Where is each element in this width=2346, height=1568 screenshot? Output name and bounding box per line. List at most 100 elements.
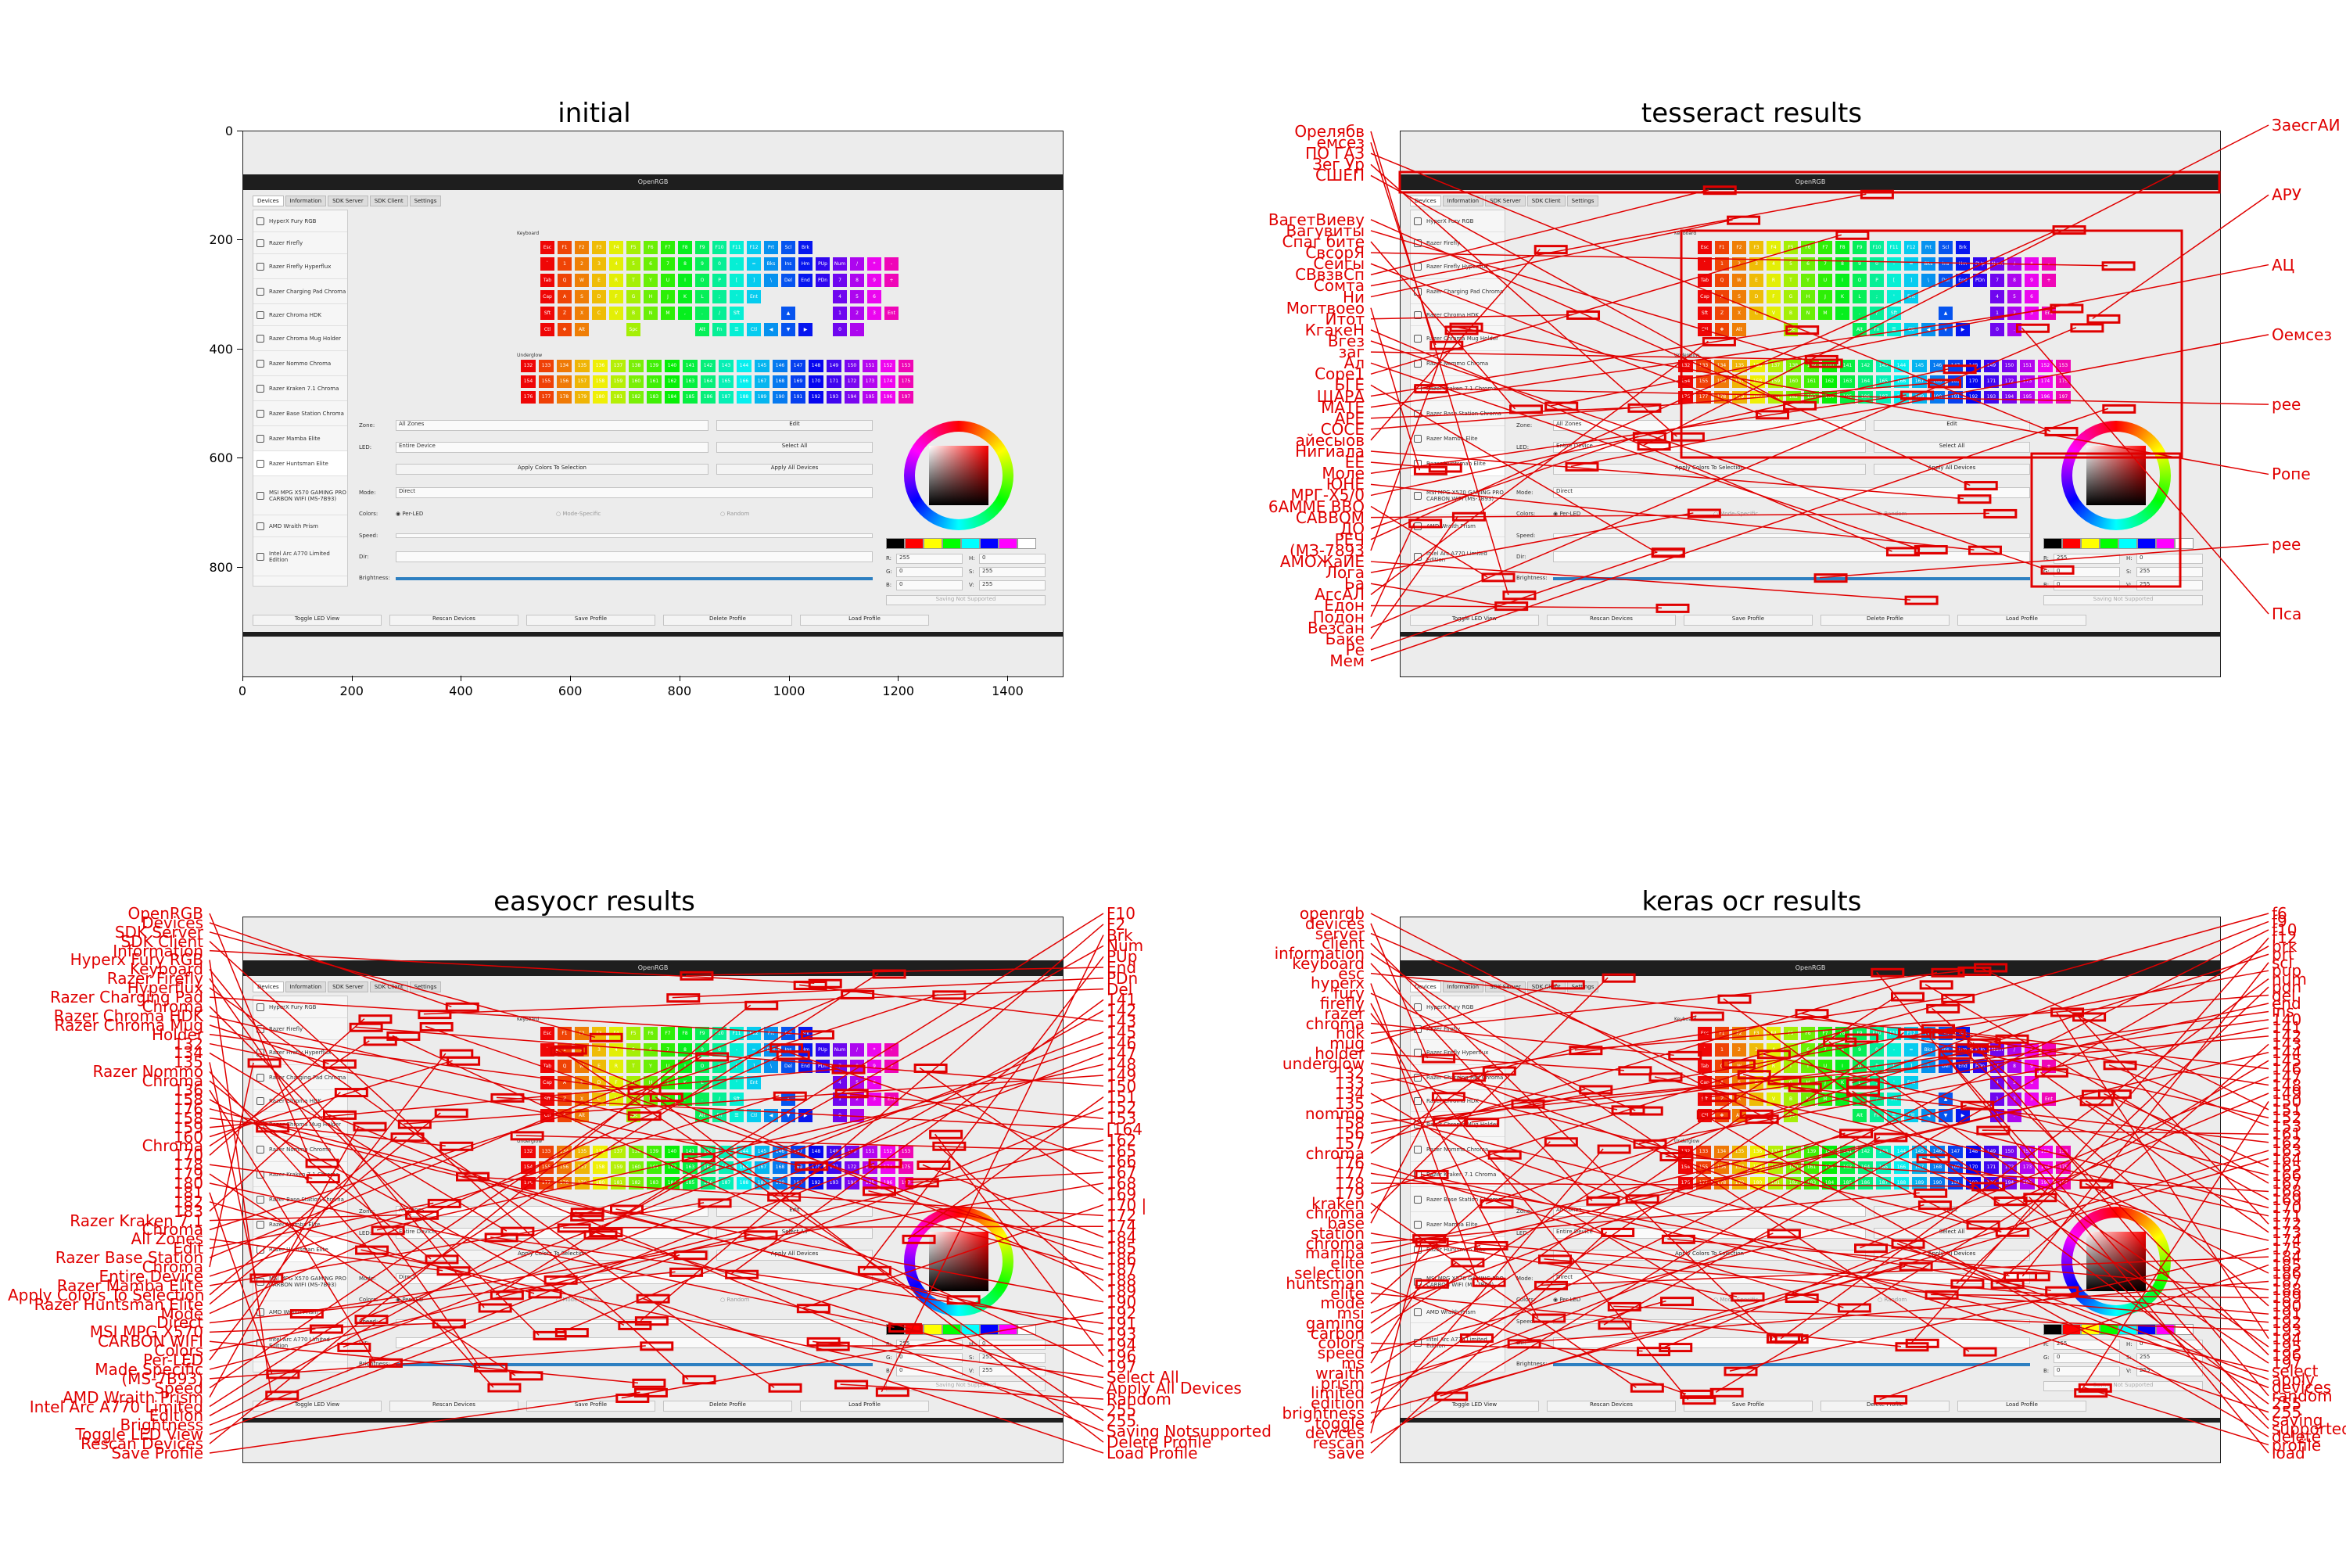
color-swatch[interactable] [2043, 538, 2062, 549]
keyboard-key[interactable]: ▼ [1939, 323, 1953, 336]
keyboard-key[interactable]: / [2007, 257, 2021, 271]
keyboard-key[interactable]: F5 [1784, 1027, 1798, 1040]
underglow-led[interactable]: 157 [575, 1161, 590, 1174]
keyboard-key[interactable]: Ent [884, 1093, 899, 1106]
underglow-led[interactable]: 162 [665, 375, 680, 388]
bottom-button[interactable]: Rescan Devices [389, 1401, 518, 1412]
keyboard-key[interactable]: ; [712, 1076, 726, 1089]
underglow-led[interactable]: 175 [899, 375, 913, 388]
keyboard-key[interactable]: F4 [1767, 1027, 1781, 1040]
keyboard-key[interactable]: 0 [712, 257, 726, 271]
keyboard-key[interactable]: \ [764, 1060, 778, 1073]
keyboard-key[interactable]: Sft [540, 307, 554, 320]
underglow-led[interactable]: 182 [1786, 1177, 1801, 1189]
keyboard-key[interactable]: ◀ [1921, 1109, 1935, 1122]
keyboard-key[interactable]: G [626, 1076, 640, 1089]
underglow-led[interactable]: 195 [863, 391, 877, 404]
keyboard-key[interactable]: F1 [1715, 1027, 1729, 1040]
underglow-led[interactable]: 165 [719, 1161, 734, 1174]
keyboard-key[interactable]: Ctl [747, 323, 761, 336]
keyboard-key[interactable]: 3 [2025, 1093, 2039, 1106]
keyboard-key[interactable]: F12 [747, 241, 761, 254]
underglow-led[interactable]: 142 [1858, 360, 1873, 372]
keyboard-key[interactable]: 6 [867, 1076, 881, 1089]
saturation-value-square[interactable] [929, 446, 988, 505]
underglow-led[interactable]: 181 [611, 391, 626, 404]
underglow-led[interactable]: 158 [593, 375, 608, 388]
keyboard-key[interactable]: X [575, 1093, 589, 1106]
underglow-led[interactable]: 180 [593, 1177, 608, 1189]
keyboard-key[interactable]: PUp [816, 257, 830, 271]
keyboard-key[interactable]: Cap [1698, 1076, 1712, 1089]
led-select[interactable]: Entire Device [396, 442, 708, 453]
keyboard-key[interactable]: Hm [1956, 257, 1970, 271]
keyboard-key[interactable]: Sft [1698, 1093, 1712, 1106]
keyboard-key[interactable]: ] [1904, 1060, 1918, 1073]
underglow-led[interactable]: 135 [575, 1146, 590, 1158]
color-swatch[interactable] [2118, 1324, 2137, 1335]
underglow-led[interactable]: 170 [809, 375, 823, 388]
underglow-led[interactable]: 189 [755, 391, 769, 404]
tab-settings[interactable]: Settings [1566, 981, 1599, 992]
color-wheel[interactable] [904, 421, 1013, 530]
channel-input[interactable]: 255 [979, 1353, 1046, 1363]
keyboard-key[interactable]: D [592, 1076, 606, 1089]
apply-all-button[interactable]: Apply All Devices [1874, 1250, 2030, 1261]
keyboard-key[interactable]: / [2007, 1043, 2021, 1057]
saving-not-supported-button[interactable]: Saving Not Supported [2043, 1381, 2203, 1391]
keyboard-key[interactable]: - [1887, 1043, 1901, 1057]
keyboard-key[interactable]: Ent [884, 307, 899, 320]
keyboard-key[interactable]: F11 [1887, 241, 1901, 254]
underglow-led[interactable]: 172 [2002, 375, 2017, 388]
underglow-led[interactable]: 166 [1894, 1161, 1909, 1174]
underglow-led[interactable]: 154 [521, 375, 536, 388]
underglow-led[interactable]: 170 [1966, 375, 1981, 388]
device-item[interactable]: Razer Charging Pad Chroma [253, 279, 347, 304]
underglow-led[interactable]: 174 [881, 1161, 895, 1174]
keyboard-key[interactable]: N [1801, 1093, 1815, 1106]
keyboard-key[interactable]: ☰ [1887, 1109, 1901, 1122]
keyboard-key[interactable]: Scl [1939, 1027, 1953, 1040]
keyboard-key[interactable]: P [712, 274, 726, 287]
underglow-led[interactable]: 184 [1822, 391, 1837, 404]
device-item[interactable]: AMD Wraith Prism [1411, 1301, 1505, 1323]
keyboard-key[interactable]: F [609, 1076, 623, 1089]
keyboard-key[interactable]: 1 [558, 257, 572, 271]
bottom-button[interactable]: Toggle LED View [1410, 1401, 1539, 1412]
channel-input[interactable]: 0 [2054, 580, 2120, 590]
color-swatch[interactable] [2100, 1324, 2118, 1335]
keyboard-key[interactable]: F7 [661, 1027, 675, 1040]
keyboard-key[interactable]: ▲ [781, 307, 795, 320]
underglow-led[interactable]: 172 [845, 375, 859, 388]
keyboard-key[interactable]: F [1767, 1076, 1781, 1089]
saving-not-supported-button[interactable]: Saving Not Supported [886, 1381, 1046, 1391]
underglow-led[interactable]: 171 [1984, 1161, 1999, 1174]
tab-sdk-client[interactable]: SDK Client [369, 196, 408, 206]
keyboard-key[interactable]: E [592, 274, 606, 287]
keyboard-key[interactable]: Ent [747, 290, 761, 303]
keyboard-key[interactable]: = [1904, 1043, 1918, 1057]
keyboard-key[interactable]: 4 [1767, 257, 1781, 271]
device-item[interactable]: Razer Firefly Hyperflux [253, 1040, 347, 1065]
channel-input[interactable]: 0 [2136, 554, 2203, 564]
keyboard-key[interactable]: N [644, 307, 658, 320]
underglow-led[interactable]: 140 [665, 360, 680, 372]
underglow-led[interactable]: 168 [773, 1161, 787, 1174]
keyboard-key[interactable]: ▲ [781, 1093, 795, 1106]
keyboard-key[interactable]: + [2042, 1060, 2056, 1073]
keyboard-key[interactable]: F1 [1715, 241, 1729, 254]
keyboard-key[interactable]: Q [1715, 1060, 1729, 1073]
color-swatch[interactable] [999, 538, 1017, 549]
keyboard-key[interactable]: R [1767, 1060, 1781, 1073]
channel-input[interactable]: 255 [979, 1366, 1046, 1376]
keyboard-key[interactable]: 7 [1818, 257, 1832, 271]
mode-specific-radio[interactable]: ○ Mode-Specific [556, 511, 601, 517]
keyboard-key[interactable]: Bks [1921, 257, 1935, 271]
keyboard-key[interactable]: N [1801, 307, 1815, 320]
underglow-led[interactable]: 133 [539, 1146, 554, 1158]
color-swatch[interactable] [2175, 1324, 2194, 1335]
underglow-led[interactable]: 194 [2002, 391, 2017, 404]
underglow-led[interactable]: 139 [647, 1146, 662, 1158]
keyboard-key[interactable]: 4 [609, 1043, 623, 1057]
underglow-led[interactable]: 145 [1912, 1146, 1927, 1158]
